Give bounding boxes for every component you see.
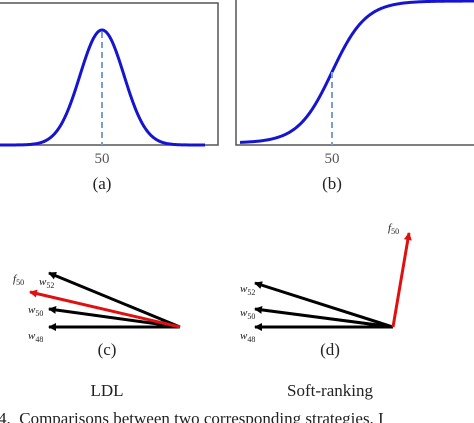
subfigure-caption: (a) (93, 174, 112, 193)
figure-caption: 4. Comparisons between two corresponding… (0, 409, 384, 423)
symbol: f (388, 222, 393, 234)
vector (254, 281, 394, 329)
gaussian-curve (0, 28, 205, 147)
vector-diagram (254, 232, 412, 331)
subscript: 48 (35, 335, 43, 344)
subfigure-caption: (c) (98, 340, 117, 359)
vector-label: w52 (39, 276, 54, 290)
vector-label: w50 (28, 304, 43, 318)
vector-label: w48 (28, 330, 43, 344)
tick-label: 50 (325, 151, 340, 167)
panel-frame (235, 0, 474, 146)
symbol: w (240, 307, 248, 319)
vector-label: w52 (240, 283, 255, 297)
vector (29, 289, 181, 329)
vector-label: w50 (240, 307, 255, 321)
vector-label: w48 (240, 330, 255, 344)
subscript: 50 (391, 227, 399, 236)
subfigure-caption: (b) (322, 174, 342, 193)
symbol: f (13, 273, 18, 285)
symbol: w (28, 304, 36, 316)
subscript: 52 (247, 288, 255, 297)
vector-label: f50 (388, 222, 399, 236)
tick-label: 50 (95, 151, 110, 167)
panel-frame (0, 2, 219, 146)
symbol: w (39, 276, 47, 288)
subscript: 50 (35, 309, 43, 318)
symbol: w (240, 283, 248, 295)
subfigure-caption: (d) (320, 340, 340, 359)
method-name: LDL (90, 381, 123, 400)
vector (254, 305, 394, 329)
sigmoid-curve (239, 0, 474, 144)
symbol: w (240, 330, 248, 342)
method-name: Soft-ranking (287, 381, 373, 400)
vector (48, 271, 181, 329)
subscript: 52 (46, 281, 54, 290)
subscript: 50 (16, 278, 24, 287)
subscript: 48 (247, 335, 255, 344)
vector-label: f50 (13, 273, 24, 287)
vector (391, 232, 412, 328)
subscript: 50 (247, 312, 255, 321)
symbol: w (28, 330, 36, 342)
vector (48, 305, 181, 329)
vector-diagram (29, 271, 181, 331)
